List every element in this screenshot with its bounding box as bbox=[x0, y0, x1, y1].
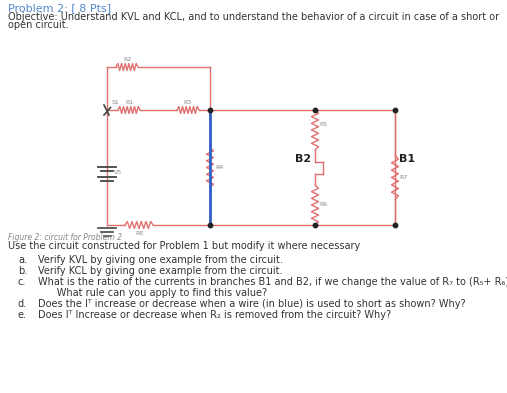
Text: b.: b. bbox=[18, 266, 27, 276]
Text: What rule can you apply to find this value?: What rule can you apply to find this val… bbox=[38, 288, 267, 298]
Text: Does the Iᵀ increase or decrease when a wire (in blue) is used to short as shown: Does the Iᵀ increase or decrease when a … bbox=[38, 299, 465, 309]
Text: open circuit.: open circuit. bbox=[8, 20, 68, 30]
Text: R2: R2 bbox=[123, 57, 131, 62]
Text: B2: B2 bbox=[295, 154, 311, 165]
Text: R4: R4 bbox=[215, 165, 223, 170]
Text: R3: R3 bbox=[184, 100, 192, 105]
Text: R5: R5 bbox=[319, 122, 327, 127]
Text: What is the ratio of the currents in branches B1 and B2, if we change the value : What is the ratio of the currents in bra… bbox=[38, 277, 507, 287]
Text: R8: R8 bbox=[135, 231, 143, 236]
Text: V5: V5 bbox=[114, 170, 122, 175]
Text: Verify KCL by giving one example from the circuit.: Verify KCL by giving one example from th… bbox=[38, 266, 282, 276]
Text: S1: S1 bbox=[112, 100, 120, 105]
Text: Figure 2: circuit for Problem 2: Figure 2: circuit for Problem 2 bbox=[8, 233, 122, 242]
Text: Does Iᵀ Increase or decrease when R₂ is removed from the circuit? Why?: Does Iᵀ Increase or decrease when R₂ is … bbox=[38, 310, 391, 320]
Text: Use the circuit constructed for Problem 1 but modify it where necessary: Use the circuit constructed for Problem … bbox=[8, 241, 360, 251]
Text: Problem 2: [ 8 Pts]: Problem 2: [ 8 Pts] bbox=[8, 3, 111, 13]
Text: d.: d. bbox=[18, 299, 27, 309]
Text: Verify KVL by giving one example from the circuit.: Verify KVL by giving one example from th… bbox=[38, 255, 283, 265]
Text: e.: e. bbox=[18, 310, 27, 320]
Text: R6: R6 bbox=[319, 202, 327, 208]
Text: a.: a. bbox=[18, 255, 27, 265]
Text: Objective: Understand KVL and KCL, and to understand the behavior of a circuit i: Objective: Understand KVL and KCL, and t… bbox=[8, 12, 499, 22]
Text: R1: R1 bbox=[125, 100, 133, 105]
Text: c.: c. bbox=[18, 277, 26, 287]
Text: R7: R7 bbox=[399, 175, 407, 180]
Text: B1: B1 bbox=[399, 154, 415, 165]
